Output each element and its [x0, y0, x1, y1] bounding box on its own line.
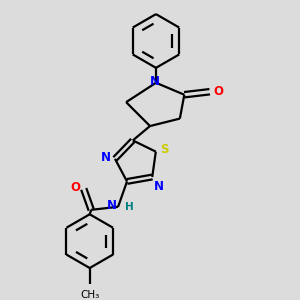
Text: N: N: [149, 75, 160, 88]
Text: N: N: [154, 180, 164, 193]
Text: N: N: [106, 199, 117, 212]
Text: O: O: [214, 85, 224, 98]
Text: H: H: [124, 202, 134, 212]
Text: CH₃: CH₃: [80, 290, 99, 300]
Text: O: O: [70, 181, 80, 194]
Text: S: S: [160, 143, 169, 156]
Text: N: N: [100, 151, 110, 164]
